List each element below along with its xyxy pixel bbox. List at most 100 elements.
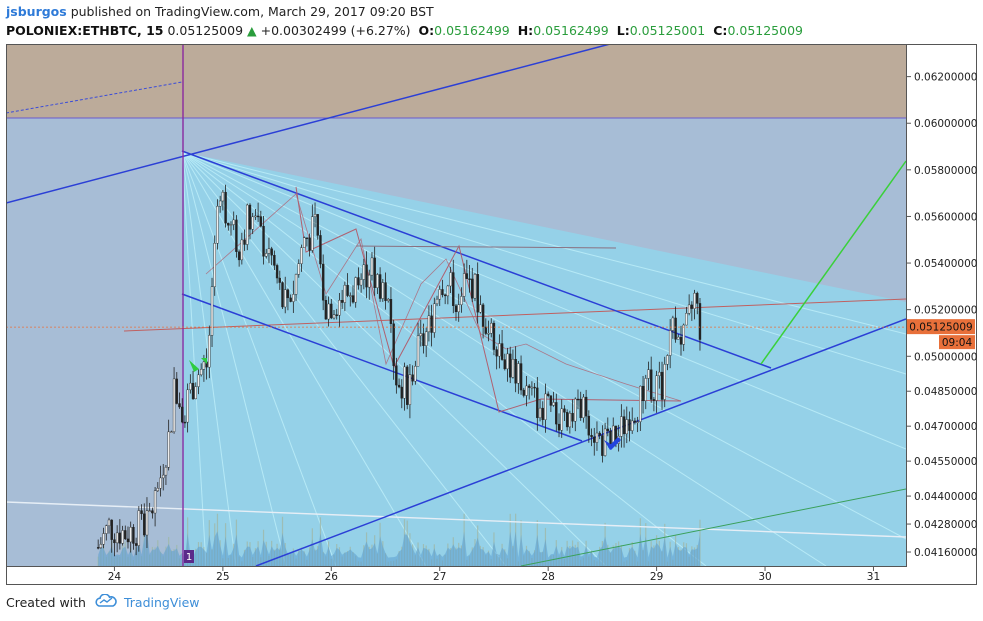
chart-canvas[interactable]: 1 0.06200000 0.06000000 0.05800000 0.056000… — [6, 44, 977, 585]
candle-body — [519, 363, 523, 391]
candle-body — [527, 385, 531, 388]
candle-body — [574, 398, 577, 422]
candle-body — [541, 407, 544, 420]
candle-body — [151, 510, 154, 514]
candle-body — [490, 322, 493, 334]
candle-body — [443, 294, 447, 297]
candle-body — [392, 323, 395, 366]
candle-body — [468, 278, 471, 280]
candle-body — [294, 274, 298, 295]
candle-body — [435, 298, 439, 305]
candle-body — [400, 386, 403, 399]
x-tick-label: 28 — [541, 571, 554, 583]
close-label: C: — [713, 23, 728, 38]
candle-body — [381, 282, 385, 299]
candle-body — [186, 389, 189, 423]
candle-body — [517, 363, 520, 384]
event-marker[interactable] — [184, 550, 194, 563]
candle-body — [194, 386, 197, 400]
tradingview-cloud-icon[interactable] — [94, 593, 118, 611]
candle-body — [143, 513, 146, 536]
candle-body — [327, 303, 330, 320]
candle-body — [316, 214, 319, 236]
y-tick-label: 0.04550000 — [914, 456, 977, 468]
candle-body — [590, 435, 593, 438]
bearish-arrow-icon — [604, 440, 614, 450]
candle-body — [373, 257, 376, 288]
candle-body — [631, 420, 634, 431]
candle-body — [430, 315, 433, 333]
candle-body — [595, 432, 599, 443]
candle-body — [387, 299, 390, 301]
y-tick-label: 0.05600000 — [914, 211, 977, 223]
channel-lower-line — [181, 293, 583, 442]
y-axis[interactable]: 0.06200000 0.06000000 0.05800000 0.05600000… — [906, 72, 977, 559]
candle-body — [419, 333, 422, 337]
candle-body — [403, 366, 406, 399]
candle-body — [376, 274, 379, 288]
candle-body — [113, 539, 116, 544]
fan-line — [181, 151, 337, 566]
candle-body — [668, 330, 672, 356]
candle-body — [156, 488, 160, 491]
candle-body — [584, 396, 588, 417]
candle-body — [126, 538, 130, 543]
candle-body — [576, 398, 580, 401]
candle-body — [639, 385, 642, 422]
candle-body — [262, 225, 265, 257]
author-link[interactable]: jsburgos — [6, 4, 67, 19]
candle-body — [134, 543, 138, 546]
candle-body — [560, 408, 563, 431]
chart-frame — [6, 44, 977, 585]
y-tick-label: 0.04700000 — [914, 421, 977, 433]
candle-body — [311, 216, 314, 251]
candle-body — [259, 216, 263, 227]
candle-body — [498, 343, 501, 357]
fan-line — [181, 151, 906, 375]
x-tick-label: 29 — [650, 571, 663, 583]
candle-body — [324, 300, 328, 320]
candle-body — [365, 264, 368, 288]
candle-body — [378, 274, 382, 299]
candle-body — [530, 386, 534, 389]
candle-body — [175, 378, 178, 404]
candle-body — [362, 264, 366, 280]
y-tick-label: 0.04400000 — [914, 491, 977, 503]
candle-body — [457, 304, 460, 313]
candle-body — [178, 403, 181, 408]
chart-header: jsburgos published on TradingView.com, M… — [6, 2, 976, 40]
candle-body — [503, 359, 506, 370]
y-tick-label: 0.05200000 — [914, 305, 977, 317]
candle-body — [321, 263, 325, 301]
candle-body — [411, 374, 414, 382]
candle-body — [340, 300, 344, 303]
candle-body — [476, 274, 479, 313]
candle-body — [107, 519, 111, 526]
y-tick-label: 0.04160000 — [914, 547, 977, 559]
horizontal-trendline — [123, 298, 906, 332]
candle-body — [357, 277, 360, 286]
price-chart[interactable]: 1 0.06200000 0.06000000 0.05800000 0.056000… — [6, 44, 977, 585]
x-axis[interactable]: 24 25 26 27 28 29 30 31 — [108, 566, 880, 583]
candle-body — [698, 303, 702, 340]
high-label: H: — [517, 23, 534, 38]
fan-line — [181, 151, 707, 566]
tradingview-link[interactable]: TradingView — [123, 595, 200, 610]
last-price-badge-label: 0.05125009 — [909, 322, 972, 334]
low-value: 0.05125001 — [629, 23, 706, 38]
candle-body — [216, 206, 219, 244]
candle-body — [644, 378, 647, 402]
candle-body — [332, 314, 336, 319]
candle-body — [284, 289, 287, 308]
candle-body — [649, 369, 653, 400]
candle-body — [465, 273, 469, 279]
candle-body — [148, 510, 151, 512]
candle-body — [235, 219, 238, 252]
x-tick-label: 25 — [216, 571, 229, 583]
candle-body — [601, 435, 604, 456]
y-tick-label: 0.06200000 — [914, 72, 977, 84]
candle-body — [395, 365, 398, 386]
candle-body — [571, 412, 574, 422]
candle-body — [533, 386, 536, 389]
candle-body — [633, 420, 637, 423]
